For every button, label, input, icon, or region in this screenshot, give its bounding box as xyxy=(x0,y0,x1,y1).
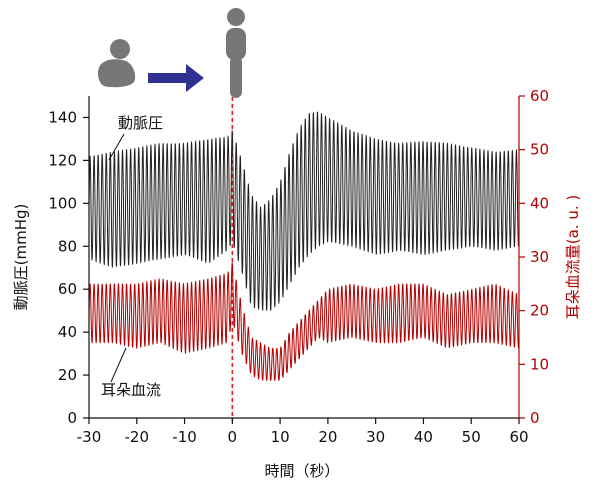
left-y-axis-title: 動脈圧(mmHg) xyxy=(12,204,30,311)
left-y-tick-label: 80 xyxy=(58,237,77,255)
left-y-tick-label: 0 xyxy=(67,409,77,427)
x-tick-label: -30 xyxy=(77,428,102,446)
right-y-tick-label: 60 xyxy=(530,87,549,105)
x-tick-label: -10 xyxy=(172,428,197,446)
right-y-axis-title: 耳朵血流量(a. u. ) xyxy=(564,195,582,319)
right-y-tick-label: 0 xyxy=(530,409,540,427)
right-y-tick-label: 30 xyxy=(530,248,549,266)
x-tick-label: 50 xyxy=(462,428,481,446)
left-y-tick-label: 140 xyxy=(48,108,77,126)
left-y-tick-label: 40 xyxy=(58,323,77,341)
arrow-right-icon xyxy=(148,64,204,92)
x-axis-title: 時間（秒） xyxy=(264,462,339,480)
standing-person-icon xyxy=(226,8,246,98)
left-y-tick-label: 20 xyxy=(58,366,77,384)
x-tick-label: 0 xyxy=(228,428,238,446)
pressure-annotation-leader xyxy=(108,133,125,161)
x-tick-label: -20 xyxy=(125,428,150,446)
x-tick-label: 10 xyxy=(271,428,290,446)
left-y-tick-label: 120 xyxy=(48,151,77,169)
blood-flow-annotation-leader xyxy=(110,347,127,383)
right-y-tick-label: 40 xyxy=(530,194,549,212)
right-y-tick-label: 10 xyxy=(530,355,549,373)
pressure-annotation-label: 動脈圧 xyxy=(118,114,163,132)
ear-blood-flow-series-line xyxy=(88,262,520,381)
x-tick-label: 40 xyxy=(414,428,433,446)
blood-flow-annotation-label: 耳朵血流 xyxy=(101,381,161,399)
x-tick-label: 20 xyxy=(318,428,337,446)
left-y-tick-label: 100 xyxy=(48,194,77,212)
squatting-person-icon xyxy=(97,39,136,88)
arterial-pressure-series-line xyxy=(88,111,520,311)
x-tick-label: 60 xyxy=(509,428,528,446)
right-y-tick-label: 20 xyxy=(530,302,549,320)
x-tick-label: 30 xyxy=(366,428,385,446)
right-y-tick-label: 50 xyxy=(530,141,549,159)
left-y-tick-label: 60 xyxy=(58,280,77,298)
